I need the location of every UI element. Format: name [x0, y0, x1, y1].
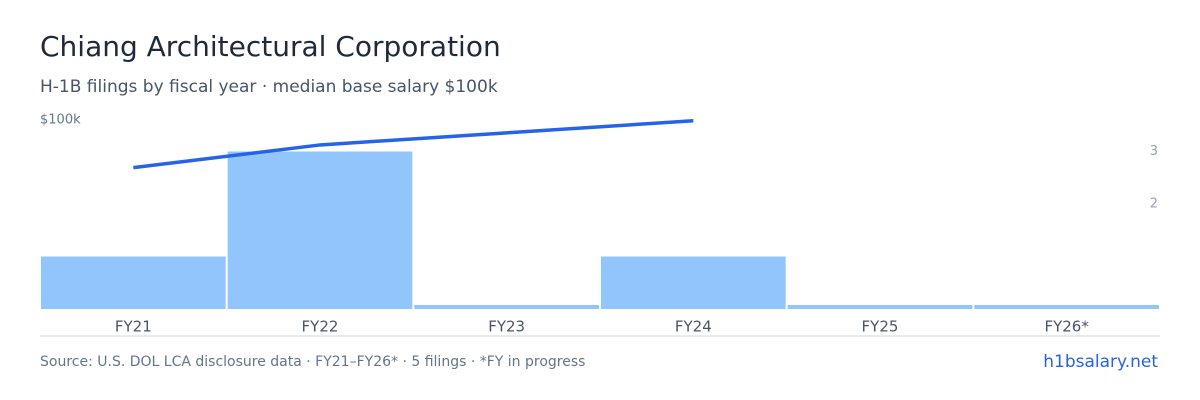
x-tick-label: FY23	[488, 318, 525, 336]
x-tick-label: FY21	[115, 318, 152, 336]
bar	[601, 256, 786, 309]
bar	[41, 256, 226, 309]
x-tick-label: FY26*	[1044, 318, 1089, 336]
chart-subtitle: H-1B filings by fiscal year · median bas…	[40, 77, 498, 97]
bar	[787, 305, 973, 309]
x-tick-label: FY22	[302, 318, 339, 336]
y-tick-label: 3	[1150, 144, 1158, 159]
bar	[974, 305, 1159, 309]
salary-line	[133, 119, 694, 170]
y-tick-label: 2	[1150, 197, 1158, 212]
chart-title: Chiang Architectural Corporation	[40, 30, 501, 63]
x-tick-label: FY25	[862, 318, 899, 336]
source-note: Source: U.S. DOL LCA disclosure data · F…	[40, 354, 585, 370]
y2-tick-label: $100k	[40, 113, 81, 128]
bar	[414, 305, 599, 309]
x-tick-label: FY24	[675, 318, 712, 336]
site-link[interactable]: h1bsalary.net	[1043, 352, 1158, 372]
bar	[227, 151, 413, 309]
